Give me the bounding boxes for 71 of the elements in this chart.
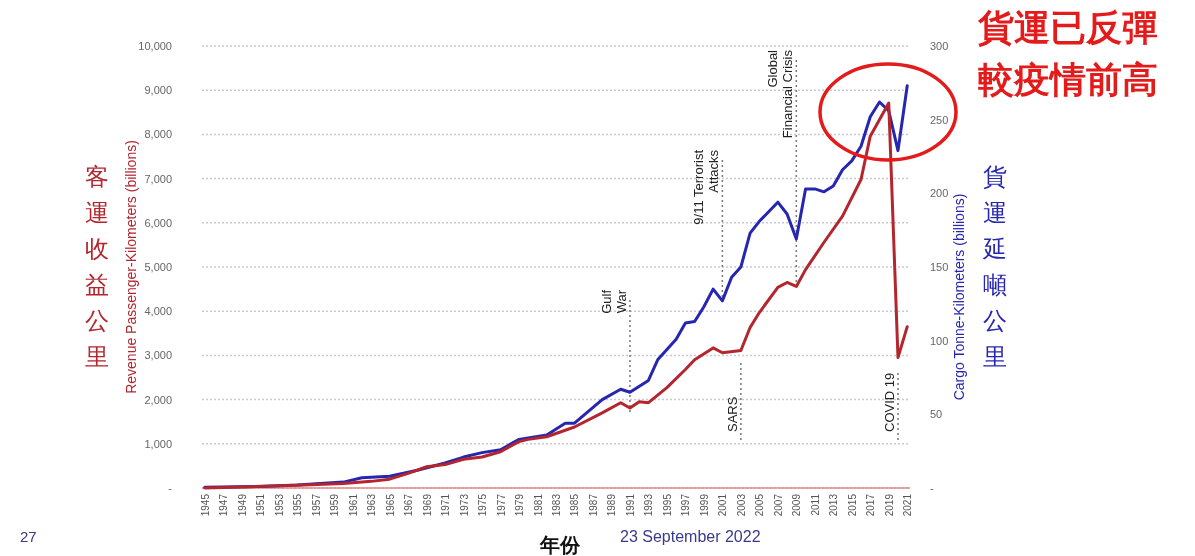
ref-line-label: COVID 19 (881, 372, 897, 432)
x-tick-label: 1971 (440, 493, 452, 517)
text: 27 (20, 528, 37, 545)
x-tick-label: 1963 (366, 493, 378, 517)
x-tick-label: 1959 (329, 493, 341, 517)
y-tick-label: 2,000 (144, 393, 172, 406)
x-tick-label: 2007 (772, 493, 784, 517)
x-tick-label: 1961 (347, 493, 359, 517)
y-tick-label: 10,000 (138, 40, 172, 52)
x-axis-title: 年份 (539, 534, 581, 556)
x-tick-label: 1977 (495, 493, 507, 517)
y-tick-label: - (168, 482, 173, 494)
y-tick-label: 9,000 (144, 84, 172, 97)
y-axis-title: Revenue Passenger-Kilometers (billions) (123, 140, 139, 394)
text: 貨運已反彈 (977, 7, 1158, 48)
y2-tick-label: 200 (930, 187, 949, 200)
x-tick-label: 2003 (735, 493, 747, 517)
x-tick-label: 2001 (717, 493, 729, 517)
y-tick-label: 4,000 (144, 305, 172, 318)
x-tick-label: 1957 (310, 493, 322, 517)
y2-axis-title: Cargo Tonne-Kilometers (billions) (951, 193, 967, 401)
x-tick-label: 1953 (273, 493, 285, 517)
y2-tick-label: 300 (930, 40, 949, 52)
x-tick-label: 1967 (403, 493, 415, 517)
y2-tick-label: 100 (930, 334, 949, 347)
x-tick-label: 1969 (421, 493, 433, 517)
ref-line-label: Gulf War (598, 289, 629, 314)
x-tick-label: 1991 (624, 493, 636, 517)
x-tick-label: 1997 (680, 493, 692, 517)
x-tick-label: 2009 (791, 493, 803, 517)
x-tick-label: 1947 (218, 493, 230, 517)
ref-line-label: SARS (724, 396, 740, 432)
x-tick-label: 1973 (458, 493, 470, 517)
text: 23 September 2022 (620, 528, 761, 545)
x-tick-label: 1955 (292, 493, 304, 517)
y2-tick-label: 50 (930, 408, 943, 421)
x-tick-label: 1989 (606, 493, 618, 517)
x-tick-label: 1981 (532, 493, 544, 517)
x-tick-label: 1945 (199, 493, 211, 517)
x-tick-label: 2019 (883, 493, 895, 517)
x-tick-label: 1993 (643, 493, 655, 517)
ref-line-label: 9/11 Terrorist Attacks (691, 149, 722, 225)
y-tick-label: 6,000 (144, 216, 172, 229)
x-tick-label: 1975 (477, 493, 489, 517)
y2-tick-label: 250 (930, 113, 949, 126)
text: 較疫情前高 (978, 59, 1158, 100)
x-tick-label: 2005 (754, 493, 766, 517)
x-tick-label: 2017 (865, 493, 877, 517)
x-tick-label: 1983 (551, 493, 562, 517)
x-tick-label: 1949 (236, 493, 248, 517)
x-tick-label: 1965 (384, 493, 396, 517)
x-tick-label: 1951 (255, 493, 267, 517)
y-tick-label: 7,000 (144, 172, 172, 185)
y2-tick-label: 150 (930, 261, 949, 273)
x-tick-label: 2013 (828, 493, 840, 517)
ref-line-label: Global Financial Crisis (765, 49, 796, 139)
x-tick-label: 1985 (569, 493, 581, 517)
x-tick-label: 1999 (698, 493, 710, 517)
y-tick-label: 3,000 (144, 349, 172, 362)
x-tick-label: 1995 (661, 493, 673, 517)
x-tick-label: 1987 (587, 493, 599, 517)
text: 客運收益公里 (85, 163, 109, 370)
x-tick-label: 1979 (514, 493, 526, 517)
y-tick-label: 1,000 (144, 437, 172, 450)
x-tick-label: 2015 (846, 493, 858, 517)
x-tick-label: 2011 (809, 493, 821, 516)
y2-tick-label: - (930, 482, 934, 494)
y-tick-label: 5,000 (144, 261, 172, 273)
text: 貨運延噸公里 (982, 163, 1007, 370)
y-tick-label: 8,000 (144, 128, 172, 141)
x-tick-label: 2021 (902, 493, 914, 517)
